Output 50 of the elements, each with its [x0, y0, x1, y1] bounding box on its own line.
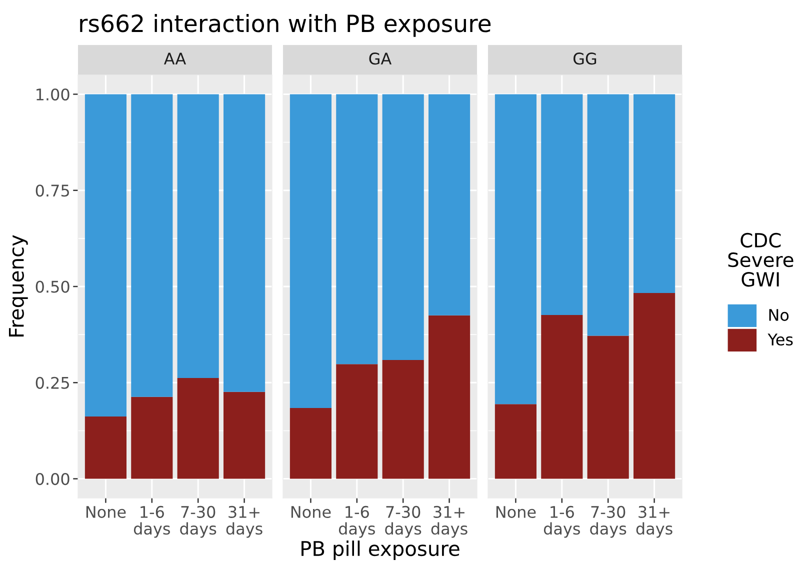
bar — [541, 94, 583, 315]
bar — [587, 336, 629, 479]
x-tick-label: 31+ days — [226, 506, 262, 538]
y-tick-label: 0.00 — [36, 472, 70, 486]
bar — [587, 94, 629, 336]
chart-subtitle: GG — [574, 52, 596, 65]
x-tick-label: 7-30 days — [180, 506, 216, 538]
bar — [634, 94, 676, 294]
x-tick-label: None — [496, 506, 536, 518]
x-tick-label: 1-6 days — [134, 506, 170, 538]
y-tick-label: 0.50 — [36, 280, 70, 293]
bar — [224, 94, 266, 392]
bar — [84, 416, 126, 479]
bar — [494, 404, 536, 479]
bar — [428, 315, 470, 479]
legend-label: Yes — [768, 334, 793, 346]
bar — [336, 94, 378, 364]
y-tick-label: 0.25 — [36, 376, 69, 389]
bar — [131, 396, 173, 479]
bar — [494, 94, 536, 404]
bar — [84, 94, 126, 416]
y-axis-title: Frequency — [8, 235, 28, 337]
x-tick-label: None — [86, 506, 126, 518]
bar — [131, 94, 173, 397]
bar — [382, 360, 424, 479]
x-axis-title: PB pill exposure — [302, 540, 460, 560]
bar — [336, 364, 378, 479]
bar — [290, 408, 332, 479]
y-tick-label: 0.75 — [36, 184, 69, 197]
bar — [177, 378, 219, 479]
bar — [541, 314, 583, 479]
bar — [428, 94, 470, 316]
x-tick-label: 1-6 days — [338, 506, 375, 538]
x-tick-label: 7-30 days — [385, 506, 422, 538]
x-tick-label: 31+ days — [431, 506, 468, 538]
x-tick-label: 31+ days — [636, 506, 672, 538]
bar — [382, 94, 424, 360]
bar — [634, 293, 676, 479]
legend-title: CDC Severe GWI — [728, 232, 794, 287]
bar — [177, 94, 219, 378]
bar — [290, 94, 332, 408]
legend-label: No — [769, 309, 789, 322]
chart-subtitle: AA — [164, 52, 186, 64]
chart-subtitle: GA — [369, 52, 392, 65]
chart-title: rs662 interaction with PB exposure — [80, 14, 491, 37]
x-tick-label: 7-30 days — [590, 506, 626, 538]
bar — [224, 392, 266, 479]
x-tick-label: 1-6 days — [544, 506, 580, 538]
y-tick-label: 1.00 — [36, 88, 70, 101]
x-tick-label: None — [291, 506, 331, 518]
